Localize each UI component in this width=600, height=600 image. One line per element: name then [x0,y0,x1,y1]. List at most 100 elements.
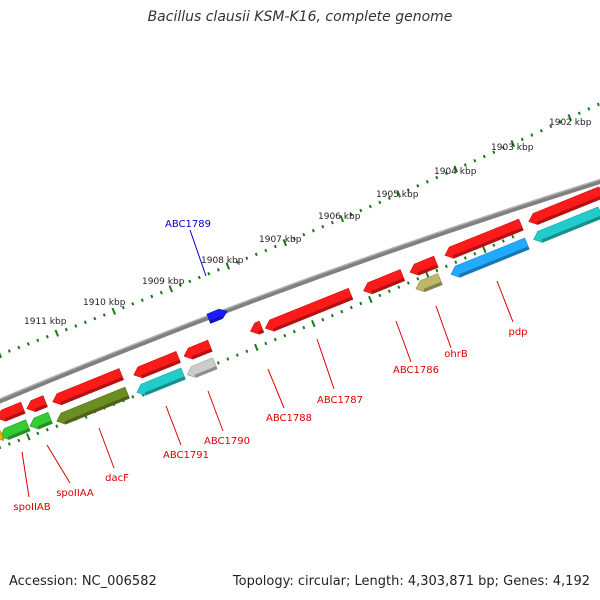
gene-label-group[interactable]: ABC1786 [393,320,439,376]
minor-tick [501,146,505,150]
minor-tick [454,260,458,264]
major-tick [311,320,316,328]
gene-label-group[interactable]: dacF [98,427,129,484]
kbp-label: 1907 kbp [259,235,302,245]
major-tick [282,238,288,247]
minor-tick [321,317,325,322]
gene-arrow[interactable] [28,411,53,431]
gene-label-group[interactable]: ABC1788 [266,368,312,424]
gene-label-group[interactable]: ABC1787 [316,338,363,406]
gene-label-group[interactable]: ohrB [435,305,468,360]
minor-tick [216,361,220,365]
minor-tick [321,224,325,229]
kbp-label: 1904 kbp [434,167,477,177]
gene-label[interactable]: ABC1790 [204,436,250,447]
kbp-label: 1911 kbp [24,317,67,327]
minor-tick [539,128,543,133]
minor-tick [378,200,382,205]
gene-label[interactable]: ABC1791 [163,450,209,461]
minor-tick [330,313,334,318]
gene-features [0,186,600,443]
minor-tick [17,438,21,443]
minor-tick [188,279,192,284]
minor-tick [7,349,11,353]
gene-arrow[interactable] [449,237,530,280]
minor-tick [349,212,353,217]
minor-tick [150,294,154,299]
minor-tick [26,342,30,346]
minor-tick [406,188,410,192]
gene-label-group[interactable]: spoIIAB [13,451,51,513]
gene-arrow[interactable] [55,386,130,427]
gene-arrow[interactable] [24,395,48,415]
gene-label-group[interactable]: pdp [496,280,528,338]
gene-label[interactable]: ABC1786 [393,365,439,376]
gene-arrow[interactable] [531,206,600,245]
gene-arrow[interactable] [185,357,218,380]
minor-tick [140,298,144,302]
gene-label[interactable]: ABC1789 [165,219,211,230]
gene-arrow[interactable] [248,320,265,337]
gene-label-group[interactable]: ABC1791 [163,405,209,461]
kbp-label: 1906 kbp [318,212,361,222]
gene-label-group[interactable]: ABC1790 [204,390,250,447]
gene-label[interactable]: ABC1787 [317,395,363,406]
major-tick [425,271,430,279]
major-tick [254,343,259,351]
gene-arrow[interactable] [0,401,26,424]
minor-tick [45,335,49,339]
minor-tick [492,150,496,154]
minor-tick [36,431,40,436]
minor-tick [558,120,562,124]
gene-label[interactable]: spoIIAA [56,488,94,499]
gene-arrow[interactable] [414,273,443,295]
gene-arrow[interactable] [408,255,439,278]
gene-label[interactable]: ABC1788 [266,413,312,424]
minor-tick [463,256,467,260]
gene-label-group[interactable]: ABC1789 [165,219,211,277]
minor-tick [501,239,505,243]
gene-label[interactable]: spoIIAB [13,502,50,513]
gene-label[interactable]: pdp [508,327,527,338]
minor-tick [596,102,600,107]
kbp-label: 1910 kbp [83,298,126,308]
minor-tick [435,268,439,273]
minor-tick [216,268,220,272]
gene-label[interactable]: dacF [105,473,129,484]
gene-arrow-forward[interactable] [206,307,229,324]
minor-tick [406,281,410,285]
minor-tick [511,234,515,239]
gene-arrow[interactable] [443,218,524,261]
gene-label[interactable]: ohrB [444,349,468,360]
minor-tick [492,243,496,247]
gene-arrow[interactable] [131,351,181,380]
minor-tick [311,228,315,233]
backbone [0,178,600,404]
gene-arrow[interactable] [50,368,124,408]
gene-arrow[interactable] [135,367,186,398]
minor-tick [235,353,239,357]
gene-arrow[interactable] [263,287,354,334]
gene-labels: ABC1789 pdp ohrB ABC1786 ABC1787 ABC1788 ABC17… [13,219,527,513]
gene-label-group[interactable]: spoIIAA [46,444,94,499]
minor-tick [159,290,163,295]
minor-tick [473,158,477,163]
gene-arrow[interactable] [0,428,5,443]
minor-tick [444,264,448,269]
minor-tick [520,137,524,142]
gene-arrow[interactable] [0,419,31,442]
minor-tick [197,275,201,280]
kbp-label: 1909 kbp [142,277,185,287]
major-tick [0,350,3,359]
major-tick [168,285,174,293]
gene-arrow[interactable] [527,186,600,227]
minor-tick [226,357,230,361]
gene-arrow[interactable] [361,269,406,297]
map-title: Bacillus clausii KSM-K16, complete genom… [147,9,453,25]
minor-tick [368,204,372,209]
gene-arrow[interactable] [182,339,213,362]
minor-tick [235,260,239,264]
minor-tick [102,313,106,317]
major-tick [368,295,373,304]
minor-tick [74,324,78,328]
